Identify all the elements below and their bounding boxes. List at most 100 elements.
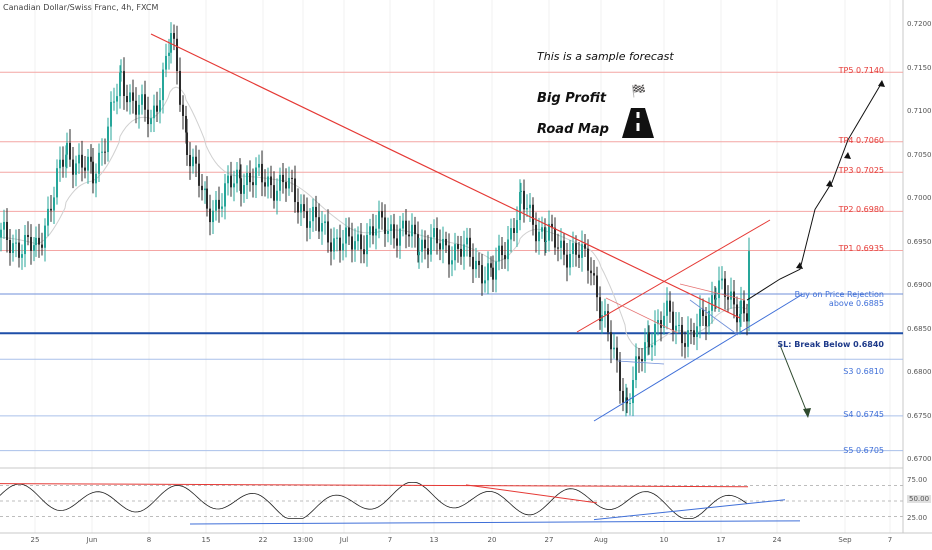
- candle-body: [405, 220, 407, 235]
- candle-body: [75, 163, 77, 175]
- candle-body: [41, 244, 43, 248]
- candle-body: [198, 163, 200, 186]
- candle-body: [436, 228, 438, 244]
- candle-body: [113, 101, 115, 103]
- candle-body: [330, 242, 332, 252]
- candles: [0, 22, 750, 417]
- candle-body: [699, 309, 701, 327]
- candle-body: [581, 244, 583, 258]
- forecast-arrowhead: [796, 262, 803, 269]
- candle-body: [504, 255, 506, 260]
- candle-body: [35, 237, 37, 246]
- candle-body: [466, 237, 468, 245]
- candle-body: [72, 159, 74, 175]
- road-icon: [622, 108, 654, 138]
- candle-body: [607, 311, 609, 333]
- osc-support-line: [189, 520, 801, 525]
- candle-body: [285, 182, 287, 189]
- candle-body: [300, 204, 302, 213]
- candle-body: [507, 239, 509, 260]
- candle-body: [267, 176, 269, 187]
- candle-body: [209, 208, 211, 223]
- candle-body: [138, 104, 140, 115]
- flag-bottom-line: [689, 299, 739, 336]
- candle-body: [0, 229, 2, 238]
- candle-body: [339, 237, 341, 251]
- candle-body: [390, 224, 392, 231]
- candle-body: [372, 226, 374, 236]
- candle-body: [520, 190, 522, 193]
- candle-body: [666, 300, 668, 316]
- candle-body: [519, 192, 521, 221]
- candle-body: [132, 92, 134, 101]
- candle-body: [236, 169, 238, 184]
- bearish-arrowhead: [803, 408, 811, 418]
- candle-body: [578, 254, 580, 258]
- candle-body: [135, 100, 137, 115]
- candle-body: [224, 183, 226, 207]
- candle-body: [604, 311, 606, 316]
- candle-body: [566, 254, 568, 268]
- x-tick: 15: [201, 536, 211, 544]
- candle-body: [478, 260, 480, 266]
- candle-body: [523, 190, 525, 210]
- candle-body: [587, 248, 589, 271]
- candle-body: [513, 228, 515, 234]
- candle-body: [309, 221, 311, 228]
- candle-body: [144, 94, 146, 110]
- candle-body: [159, 100, 161, 112]
- candle-body: [81, 154, 83, 168]
- candle-body: [104, 151, 106, 153]
- candle-body: [538, 231, 540, 242]
- candle-body: [672, 311, 674, 331]
- candle-body: [660, 320, 662, 328]
- candle-body: [240, 178, 242, 194]
- candle-body: [279, 174, 281, 191]
- candle-body: [384, 217, 386, 234]
- candle-body: [6, 221, 8, 241]
- candle-body: [239, 169, 241, 179]
- oscillator-line: [0, 481, 748, 519]
- candle-body: [78, 154, 80, 164]
- candle-body: [255, 167, 257, 186]
- candle-body: [369, 226, 371, 235]
- candle-body: [123, 71, 125, 96]
- candle-body: [324, 221, 326, 224]
- candle-body: [481, 265, 483, 284]
- candle-body: [681, 324, 683, 344]
- candle-body: [116, 96, 118, 102]
- candle-body: [601, 315, 603, 322]
- candle-body: [230, 175, 232, 188]
- candle-body: [545, 240, 547, 242]
- candle-body: [475, 260, 477, 270]
- x-tick: 17: [716, 536, 726, 544]
- candle-body: [147, 109, 149, 125]
- candle-body: [321, 223, 323, 232]
- candle-body: [249, 172, 251, 183]
- candle-body: [59, 159, 61, 169]
- candle-body: [306, 211, 308, 228]
- candle-body: [469, 237, 471, 257]
- x-tick: 22: [258, 536, 268, 544]
- candle-body: [498, 245, 500, 262]
- candle-body: [396, 238, 398, 246]
- x-tick: 13: [429, 536, 439, 544]
- candle-body: [303, 204, 305, 212]
- candle-body: [544, 227, 546, 242]
- candle-body: [189, 154, 191, 167]
- y-tick: 0.67000: [907, 455, 932, 463]
- candle-body: [557, 247, 559, 249]
- candle-body: [270, 176, 272, 186]
- candle-body: [551, 223, 553, 228]
- x-tick: 8: [146, 536, 152, 544]
- chart-title: Canadian Dollar/Swiss Franc, 4h, FXCM: [3, 3, 159, 12]
- candle-body: [69, 142, 71, 160]
- candle-body: [215, 199, 217, 211]
- candle-body: [101, 151, 103, 153]
- candle-body: [276, 190, 278, 201]
- candle-body: [204, 188, 206, 191]
- candle-body: [87, 156, 89, 171]
